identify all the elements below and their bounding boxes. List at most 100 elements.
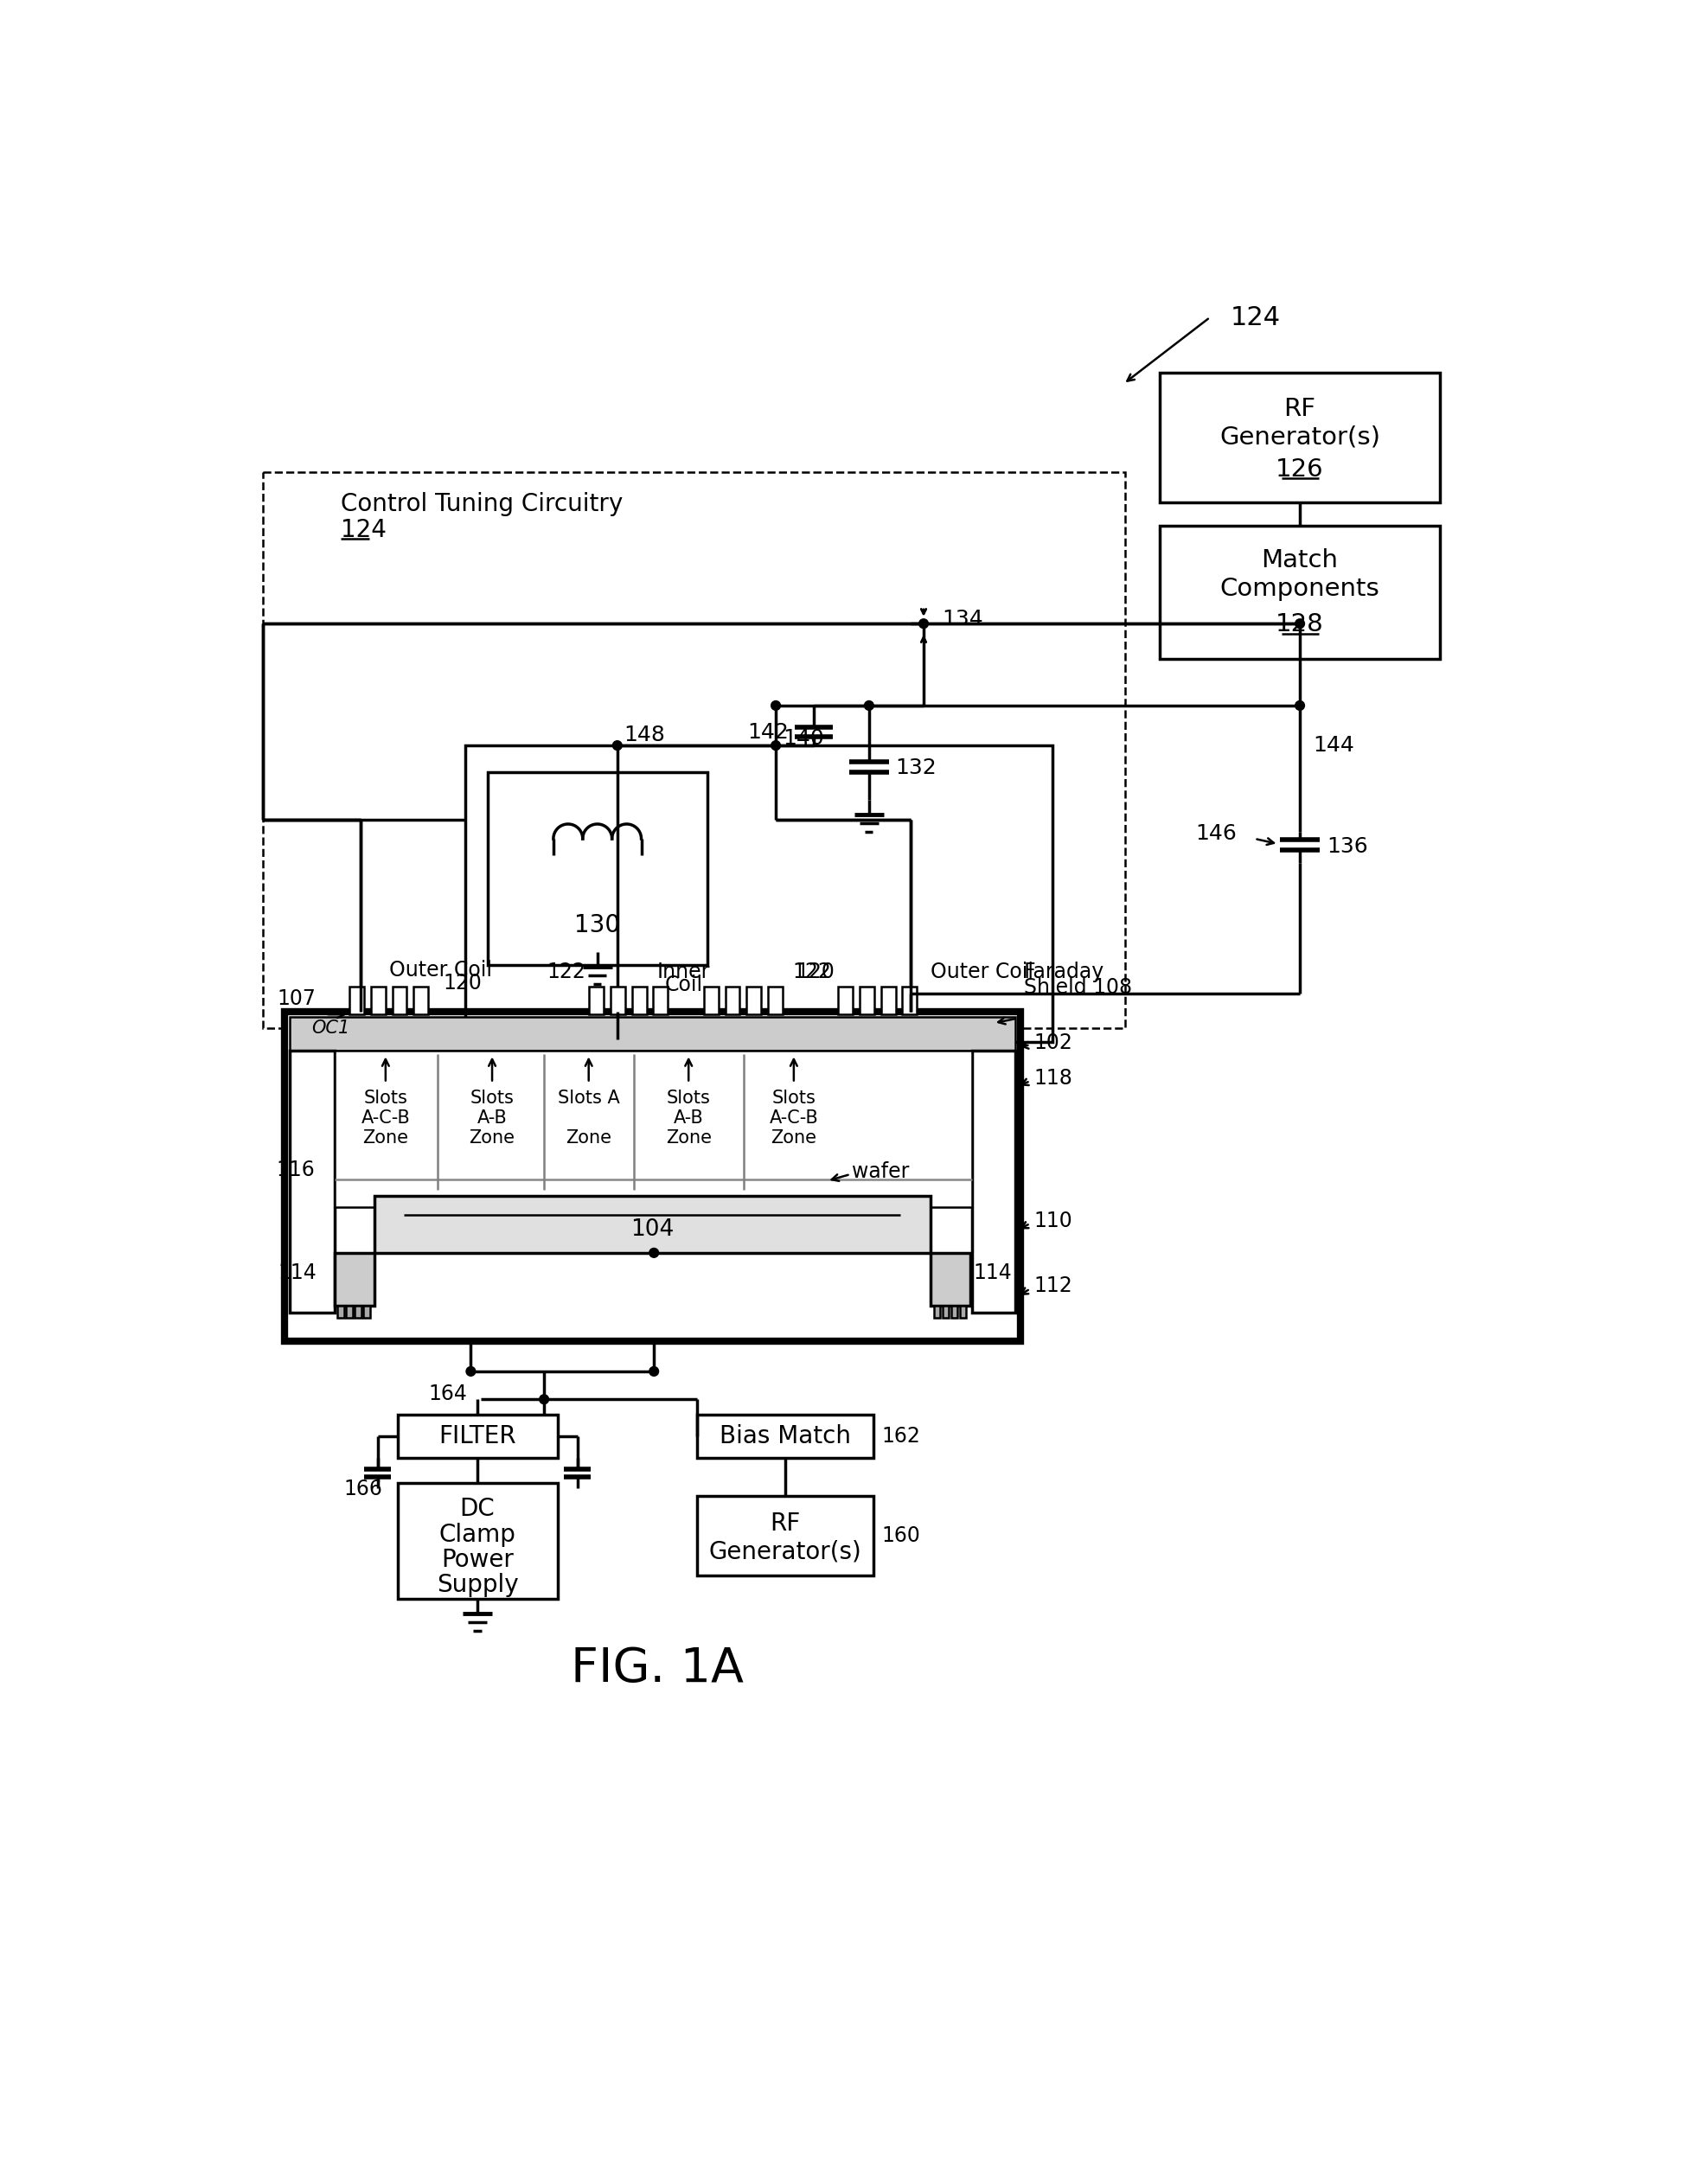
Text: 140: 140	[782, 728, 823, 750]
Text: 162: 162	[881, 1425, 921, 1447]
Bar	[335, 1254, 374, 1306]
Text: 166: 166	[343, 1480, 383, 1499]
Text: 144: 144	[1313, 734, 1354, 756]
Text: A-B: A-B	[673, 1110, 704, 1128]
Text: RF: RF	[770, 1512, 801, 1536]
Text: Slots: Slots	[470, 1089, 514, 1106]
Text: 124: 124	[1230, 304, 1281, 330]
Bar	[960, 1306, 967, 1319]
Bar	[652, 987, 668, 1015]
Bar	[374, 1197, 931, 1254]
Bar	[704, 987, 719, 1015]
Bar	[284, 1013, 1020, 1341]
Text: DC: DC	[459, 1497, 495, 1521]
Circle shape	[1295, 702, 1305, 711]
Text: RF: RF	[1284, 398, 1315, 422]
Bar	[466, 745, 1052, 1041]
Bar	[338, 1306, 345, 1319]
Text: FIG. 1A: FIG. 1A	[570, 1645, 743, 1693]
Text: Zone: Zone	[770, 1130, 816, 1147]
Text: Slots: Slots	[772, 1089, 816, 1106]
Text: 126: 126	[1276, 456, 1324, 480]
Text: A-B: A-B	[477, 1110, 507, 1128]
Text: 114: 114	[278, 1263, 316, 1284]
Text: Slots: Slots	[364, 1089, 408, 1106]
Text: wafer: wafer	[852, 1160, 909, 1182]
Text: 118: 118	[1033, 1067, 1073, 1089]
Text: 107: 107	[277, 989, 316, 1008]
Bar	[355, 1306, 362, 1319]
Text: FILTER: FILTER	[439, 1423, 516, 1447]
Text: 102: 102	[1033, 1032, 1073, 1054]
Bar	[859, 987, 874, 1015]
Text: 122: 122	[793, 960, 832, 982]
Circle shape	[919, 619, 927, 628]
Text: Shield 108: Shield 108	[1023, 978, 1132, 997]
Circle shape	[864, 702, 874, 711]
Bar	[726, 987, 740, 1015]
Text: 134: 134	[943, 608, 984, 630]
Bar	[611, 987, 625, 1015]
Bar	[290, 1017, 1016, 1050]
Text: Faraday: Faraday	[1023, 960, 1103, 982]
Text: OC1: OC1	[313, 1019, 350, 1037]
Circle shape	[649, 1247, 659, 1258]
Text: Slots A: Slots A	[557, 1089, 620, 1106]
Circle shape	[649, 1367, 659, 1376]
Text: 120: 120	[442, 974, 482, 993]
Text: 130: 130	[574, 913, 620, 937]
Text: Power: Power	[441, 1547, 514, 1571]
Bar	[263, 472, 1126, 1028]
Bar	[371, 987, 386, 1015]
Bar	[934, 1306, 941, 1319]
Text: 114: 114	[974, 1263, 1013, 1284]
Text: 160: 160	[881, 1525, 921, 1547]
Text: Zone: Zone	[666, 1130, 712, 1147]
Text: 116: 116	[277, 1158, 314, 1180]
Text: Generator(s): Generator(s)	[1220, 426, 1380, 450]
Text: 110: 110	[1033, 1210, 1073, 1232]
Text: Slots: Slots	[666, 1089, 711, 1106]
Text: Coil: Coil	[664, 974, 704, 995]
Text: 128: 128	[1276, 613, 1324, 637]
Circle shape	[613, 741, 622, 750]
Bar	[746, 987, 762, 1015]
Circle shape	[466, 1367, 475, 1376]
Text: Generator(s): Generator(s)	[709, 1541, 861, 1565]
Text: Components: Components	[1220, 576, 1380, 602]
Bar	[839, 987, 852, 1015]
Text: Control Tuning Circuitry: Control Tuning Circuitry	[342, 491, 623, 515]
Bar	[769, 987, 782, 1015]
Bar	[413, 987, 429, 1015]
Text: 146: 146	[1196, 824, 1237, 843]
Bar	[931, 1254, 970, 1306]
Text: 142: 142	[746, 721, 789, 743]
Bar	[393, 987, 407, 1015]
Bar	[881, 987, 895, 1015]
Polygon shape	[972, 1050, 1016, 1312]
Bar	[943, 1306, 950, 1319]
Text: 136: 136	[1327, 837, 1368, 856]
Bar	[697, 1415, 874, 1458]
Circle shape	[770, 741, 781, 750]
Bar	[589, 987, 605, 1015]
Bar	[951, 1306, 958, 1319]
Text: Supply: Supply	[437, 1573, 519, 1597]
Bar	[632, 987, 647, 1015]
Text: 132: 132	[895, 758, 938, 778]
Bar	[347, 1306, 354, 1319]
Text: Zone: Zone	[362, 1130, 408, 1147]
Bar	[1160, 526, 1440, 658]
Circle shape	[1295, 619, 1305, 628]
Bar	[350, 987, 364, 1015]
Text: 122: 122	[547, 960, 586, 982]
Bar	[364, 1306, 371, 1319]
Bar	[335, 1050, 972, 1206]
Bar	[487, 771, 707, 965]
Text: Outer Coil: Outer Coil	[389, 960, 492, 980]
Text: Bias Match: Bias Match	[719, 1423, 851, 1447]
Circle shape	[540, 1395, 548, 1404]
Bar	[398, 1415, 557, 1458]
Bar	[902, 987, 917, 1015]
Bar	[697, 1495, 874, 1575]
